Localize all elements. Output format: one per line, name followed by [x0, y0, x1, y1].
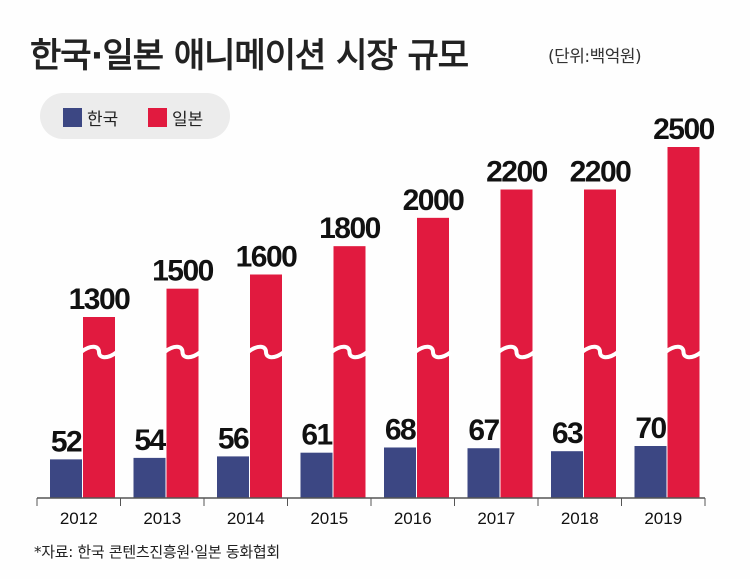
bar-korea-2012	[50, 459, 82, 498]
bar-japan-2017	[500, 189, 533, 498]
axis-break-2013	[163, 344, 202, 360]
legend: 한국 일본	[40, 93, 230, 139]
footnote: *자료: 한국 콘텐츠진흥원·일본 동화협회	[34, 543, 280, 561]
value-label-japan-2012: 1300	[69, 283, 131, 316]
value-label-korea-2013: 54	[134, 424, 166, 457]
bar-japan-2014	[250, 274, 282, 498]
bar-korea-2017	[467, 448, 500, 498]
axis-break-2017	[497, 344, 536, 360]
bar-korea-2016	[384, 447, 416, 498]
bar-korea-2013	[133, 457, 166, 498]
axis-break-2019	[664, 344, 703, 360]
value-label-korea-2012: 52	[51, 425, 82, 458]
value-label-korea-2016: 68	[385, 413, 416, 446]
legend-item-korea: 한국	[63, 105, 118, 130]
x-tick-label-2013: 2013	[143, 509, 181, 528]
bar-korea-2018	[551, 451, 583, 498]
x-tick-label-2015: 2015	[310, 509, 348, 528]
value-label-korea-2014: 56	[218, 422, 249, 455]
bar-korea-2014	[217, 456, 249, 498]
value-label-japan-2018: 2200	[570, 156, 632, 189]
bar-japan-2015	[333, 246, 366, 498]
bar-japan-2018	[584, 189, 616, 498]
x-tick-label-2017: 2017	[477, 509, 515, 528]
bar-korea-2015	[300, 452, 333, 498]
value-label-korea-2017: 67	[468, 414, 499, 447]
bar-korea-2019	[634, 446, 667, 498]
value-label-japan-2014: 1600	[236, 241, 298, 274]
legend-label-japan: 일본	[172, 110, 204, 130]
axis-break-2016	[413, 344, 453, 360]
axis-break-2018	[580, 344, 620, 360]
x-tick-label-2019: 2019	[644, 509, 682, 528]
value-label-korea-2018: 63	[552, 417, 583, 450]
bar-japan-2013	[166, 288, 199, 498]
chart-title: 한국·일본 애니메이션 시장 규모	[30, 36, 469, 76]
x-tick-label-2014: 2014	[227, 509, 265, 528]
value-label-japan-2017: 2200	[486, 156, 548, 189]
legend-swatch-korea	[63, 108, 82, 127]
bar-japan-2012	[83, 317, 115, 498]
value-label-japan-2015: 1800	[319, 212, 381, 245]
value-label-japan-2013: 1500	[152, 255, 214, 288]
axis-break-2012	[79, 344, 119, 360]
value-label-japan-2016: 2000	[403, 184, 465, 217]
value-label-japan-2019: 2500	[653, 113, 715, 146]
axis-break-2014	[246, 344, 286, 360]
x-tick-label-2016: 2016	[394, 509, 432, 528]
x-tick-label-2018: 2018	[561, 509, 599, 528]
value-label-korea-2015: 61	[301, 419, 332, 452]
legend-item-japan: 일본	[148, 105, 203, 130]
axis-break-2015	[330, 344, 369, 360]
bar-japan-2019	[667, 147, 700, 498]
x-tick-label-2012: 2012	[60, 509, 98, 528]
unit-label: (단위:백억원)	[548, 47, 642, 67]
value-label-korea-2019: 70	[635, 412, 666, 445]
legend-label-korea: 한국	[87, 110, 119, 130]
legend-swatch-japan	[148, 108, 167, 127]
